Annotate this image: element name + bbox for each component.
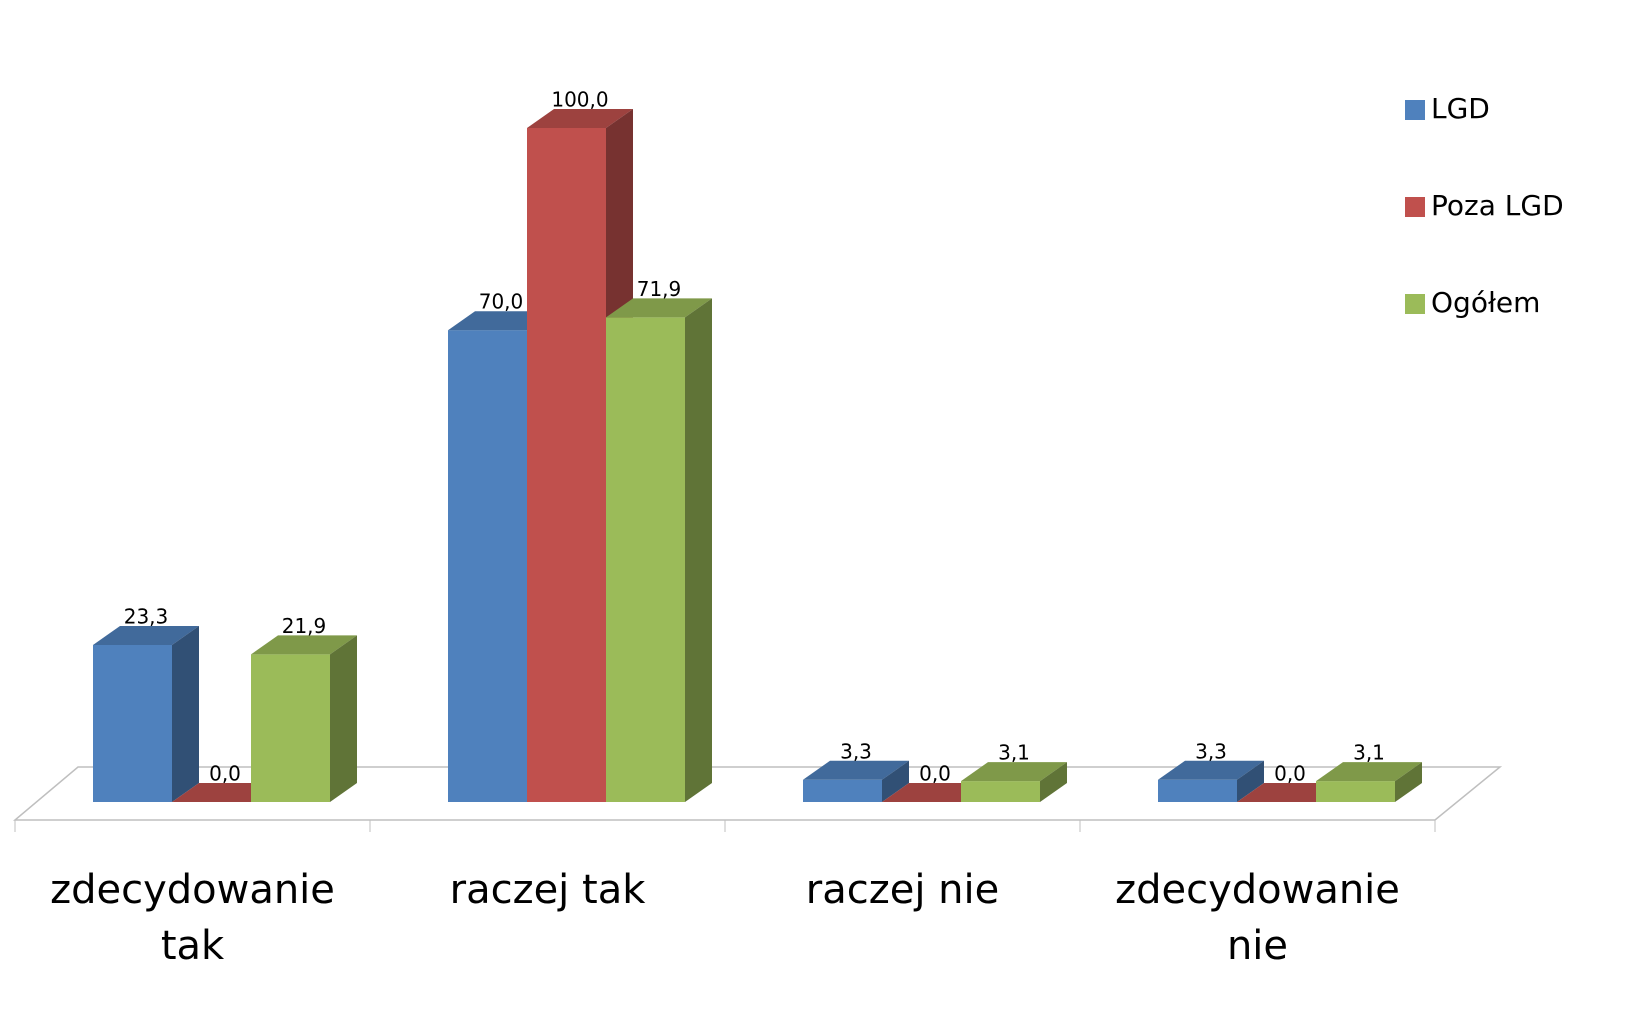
- bar-side: [330, 635, 357, 802]
- bar-side: [1040, 762, 1067, 802]
- bar-front: [1158, 779, 1237, 802]
- legend-label: LGD: [1431, 92, 1490, 125]
- data-label: 100,0: [551, 88, 608, 112]
- bar-top: [961, 762, 1067, 782]
- bar-side: [1395, 762, 1422, 802]
- data-label: 3,3: [840, 739, 872, 763]
- bar-side: [882, 760, 909, 802]
- bar-top: [251, 635, 357, 655]
- bar-front: [961, 781, 1040, 802]
- data-label: 23,3: [124, 604, 169, 628]
- bar-front: [93, 644, 172, 802]
- data-label: 3,1: [1353, 741, 1385, 765]
- legend-swatch: [1405, 100, 1425, 120]
- bar-side: [1237, 760, 1264, 802]
- bar-front: [448, 330, 527, 802]
- bar-front: [1316, 781, 1395, 802]
- data-label: 0,0: [209, 762, 241, 786]
- data-label: 0,0: [1274, 762, 1306, 786]
- data-label: 3,3: [1195, 739, 1227, 763]
- x-tick-label: zdecydowanie tak: [50, 867, 335, 969]
- x-tick-label: raczej tak: [449, 867, 646, 913]
- legend-swatch: [1405, 294, 1425, 314]
- data-label: 0,0: [919, 762, 951, 786]
- x-tick-label: zdecydowanie nie: [1115, 867, 1400, 969]
- bar-side: [172, 625, 199, 802]
- bar-front: [606, 317, 685, 802]
- bar-top: [606, 298, 712, 318]
- data-label: 71,9: [637, 277, 682, 301]
- bar-top: [803, 760, 909, 780]
- bar-side: [685, 298, 712, 802]
- bar-front: [803, 779, 882, 802]
- floor: [12, 766, 1503, 821]
- data-label: 3,1: [998, 741, 1030, 765]
- x-tick-label: raczej nie: [805, 867, 1000, 913]
- bar-front: [251, 654, 330, 802]
- legend-label: Ogółem: [1431, 286, 1540, 319]
- legend-label: Poza LGD: [1431, 189, 1564, 222]
- bar-top: [1316, 762, 1422, 782]
- legend-swatch: [1405, 197, 1425, 217]
- bar-top: [527, 109, 633, 128]
- bar-top: [93, 625, 199, 645]
- data-label: 70,0: [479, 290, 524, 314]
- bar-front: [527, 128, 606, 802]
- bar-top: [1158, 760, 1264, 780]
- data-label: 21,9: [282, 614, 327, 638]
